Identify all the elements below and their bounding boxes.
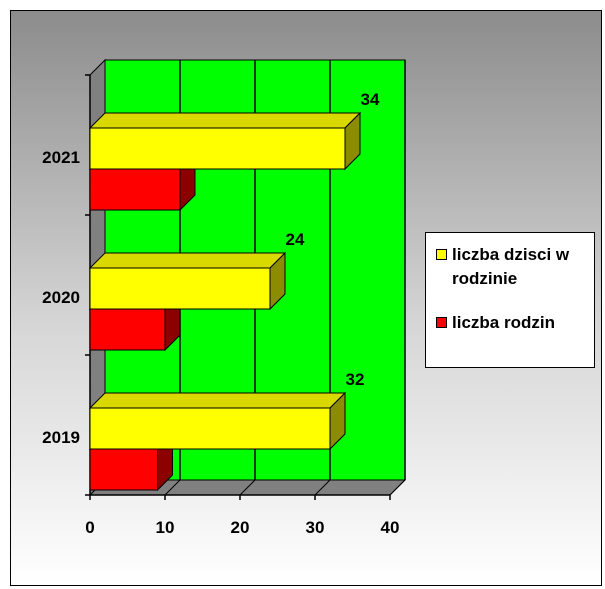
category-label: 2020 [42, 288, 80, 307]
category-label: 2021 [42, 148, 80, 167]
gridline-floor [164, 479, 181, 496]
gridline-floor [389, 479, 406, 496]
legend-label-families: liczba rodzin [452, 313, 555, 332]
x-tick-label: 0 [85, 518, 94, 537]
bar-children-2020 [89, 267, 271, 310]
legend-swatch-yellow [436, 249, 447, 260]
data-label: 24 [286, 230, 305, 249]
x-tick-label: 30 [306, 518, 325, 537]
category-label: 2019 [42, 428, 80, 447]
bar-children-2021-top [88, 112, 362, 129]
legend: liczba dzisci w rodzinie liczba rodzin [425, 232, 595, 368]
bar-families-2020 [89, 308, 166, 351]
legend-item-children: liczba dzisci w rodzinie [436, 243, 588, 291]
bar-families-2019 [89, 448, 158, 491]
x-tick-label: 40 [381, 518, 400, 537]
x-tick-label: 10 [156, 518, 175, 537]
x-tick-label: 20 [231, 518, 250, 537]
legend-label-children: liczba dzisci w rodzinie [452, 245, 570, 288]
bar-children-2019 [89, 407, 331, 450]
gridline-floor [239, 479, 256, 496]
legend-swatch-red [436, 317, 447, 328]
bar-children-2019-top [88, 392, 347, 409]
bar-children-2021 [89, 127, 346, 170]
legend-item-families: liczba rodzin [436, 311, 588, 335]
data-label: 34 [361, 90, 380, 109]
bar-children-2020-top [88, 252, 287, 269]
data-label: 32 [346, 370, 365, 389]
bar-families-2021 [89, 168, 181, 211]
gridline-floor [314, 479, 331, 496]
